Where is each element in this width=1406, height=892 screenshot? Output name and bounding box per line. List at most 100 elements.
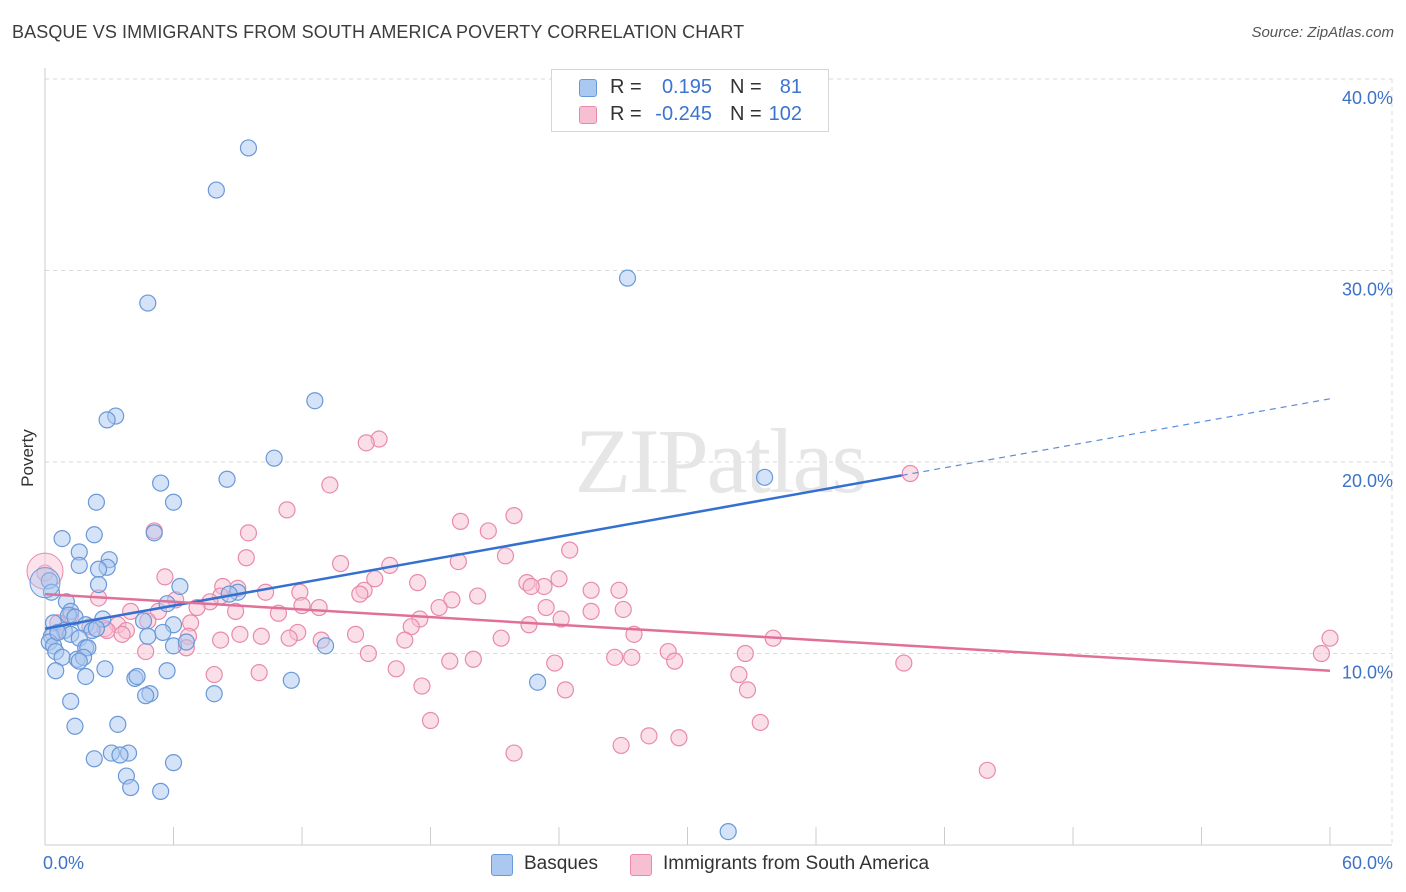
y-tick-label: 20.0%: [1342, 471, 1393, 491]
data-point-immigrants: [895, 654, 913, 672]
data-point-basques: [158, 662, 176, 680]
data-point-immigrants: [321, 476, 339, 494]
legend-r-value: -0.245: [655, 103, 712, 125]
data-point-basques: [89, 560, 108, 578]
data-point-basques: [282, 671, 300, 689]
tick-labels: 10.0% 20.0% 30.0% 40.0% 0.0% 60.0%: [43, 88, 1393, 873]
legend-swatch-blue: [579, 79, 597, 97]
data-point-immigrants: [357, 434, 375, 452]
data-point-immigrants: [640, 727, 658, 745]
data-point-basques: [152, 474, 170, 492]
data-point-basques: [528, 673, 547, 691]
data-point-basques: [265, 449, 283, 467]
data-point-basques: [618, 269, 637, 287]
data-point-basques: [134, 612, 153, 630]
data-point-immigrants: [561, 541, 579, 559]
data-point-immigrants: [550, 570, 568, 588]
data-point-immigrants: [137, 642, 155, 661]
legend-n-label: N =: [730, 103, 762, 125]
data-point-immigrants: [582, 602, 600, 620]
data-point-basques: [177, 633, 195, 651]
data-point-immigrants: [505, 744, 523, 762]
y-tick-label: 30.0%: [1342, 280, 1393, 300]
legend-swatch-pink: [630, 854, 652, 876]
data-point-immigrants: [227, 602, 245, 620]
data-point-basques: [139, 627, 157, 645]
data-point-basques: [111, 746, 129, 764]
data-point-immigrants: [552, 610, 570, 628]
data-point-immigrants: [464, 650, 482, 668]
trend-line-basques-extension: [901, 398, 1331, 476]
data-point-immigrants: [492, 629, 510, 647]
data-point-immigrants: [231, 625, 249, 643]
data-point-immigrants: [738, 681, 757, 699]
data-point-immigrants: [346, 625, 365, 643]
data-point-basques: [239, 139, 258, 157]
watermark: ZIPatlas: [575, 410, 866, 512]
data-point-immigrants: [351, 585, 369, 603]
legend-n-label: N =: [730, 76, 762, 98]
legend-label: Immigrants from South America: [663, 853, 930, 874]
legend-row-basques: R = 0.195 N = 81: [552, 75, 828, 101]
data-point-immigrants: [666, 652, 684, 670]
axes: [44, 68, 1392, 846]
data-point-immigrants: [387, 660, 405, 678]
legend-row-immigrants: R = -0.245 N = 102: [552, 102, 828, 128]
series-legend: Basques Immigrants from South America: [0, 852, 1406, 878]
x-tick-label: 0.0%: [43, 853, 84, 873]
data-point-basques: [205, 685, 223, 703]
data-point-basques: [154, 623, 172, 642]
data-point-immigrants: [156, 568, 174, 586]
data-point-basques: [719, 822, 737, 841]
data-point-immigrants: [520, 616, 538, 634]
data-point-immigrants: [1312, 644, 1331, 663]
data-point-basques: [306, 392, 324, 410]
data-point-basques: [62, 692, 80, 710]
data-point-immigrants: [421, 711, 440, 730]
data-point-basques: [89, 575, 108, 594]
data-point-immigrants: [469, 587, 487, 605]
data-point-basques: [171, 577, 189, 596]
data-point-immigrants: [256, 583, 275, 601]
data-point-basques: [316, 637, 335, 655]
data-point-immigrants: [582, 581, 600, 599]
data-point-immigrants: [751, 713, 769, 732]
data-point-basques: [70, 652, 88, 670]
data-point-immigrants: [237, 549, 255, 567]
data-point-basques: [218, 470, 236, 488]
data-point-basques: [87, 493, 106, 511]
data-point-immigrants: [537, 598, 555, 617]
data-point-immigrants: [1321, 629, 1339, 647]
data-point-immigrants: [496, 547, 515, 565]
trend-line-immigrants: [44, 592, 1331, 672]
data-point-basques: [85, 526, 103, 544]
legend-n-value: 102: [768, 103, 802, 125]
data-point-immigrants: [606, 648, 624, 666]
data-point-immigrants: [612, 736, 630, 755]
data-point-immigrants: [730, 665, 748, 684]
data-point-basques: [128, 667, 146, 686]
data-point-basques: [207, 181, 225, 199]
data-point-immigrants: [212, 631, 230, 649]
data-point-immigrants: [441, 652, 459, 670]
data-point-basques: [122, 778, 140, 797]
data-point-basques: [42, 583, 61, 601]
legend-r-label: R =: [610, 103, 642, 125]
data-point-basques: [164, 754, 183, 772]
data-point-basques: [755, 468, 774, 486]
data-point-basques: [145, 524, 163, 542]
data-point-immigrants: [430, 598, 448, 617]
data-point-immigrants: [443, 591, 461, 609]
data-point-basques: [96, 660, 114, 678]
data-point-basques-large: [29, 567, 61, 599]
data-point-immigrants: [205, 665, 223, 684]
data-point-basques: [66, 717, 84, 735]
x-tick-label: 60.0%: [1342, 853, 1393, 873]
data-point-immigrants: [278, 501, 296, 519]
data-point-immigrants: [310, 598, 328, 617]
data-point-immigrants: [978, 761, 996, 779]
data-point-immigrants: [614, 600, 632, 619]
data-point-basques: [158, 595, 176, 613]
legend-label: Basques: [524, 853, 598, 874]
